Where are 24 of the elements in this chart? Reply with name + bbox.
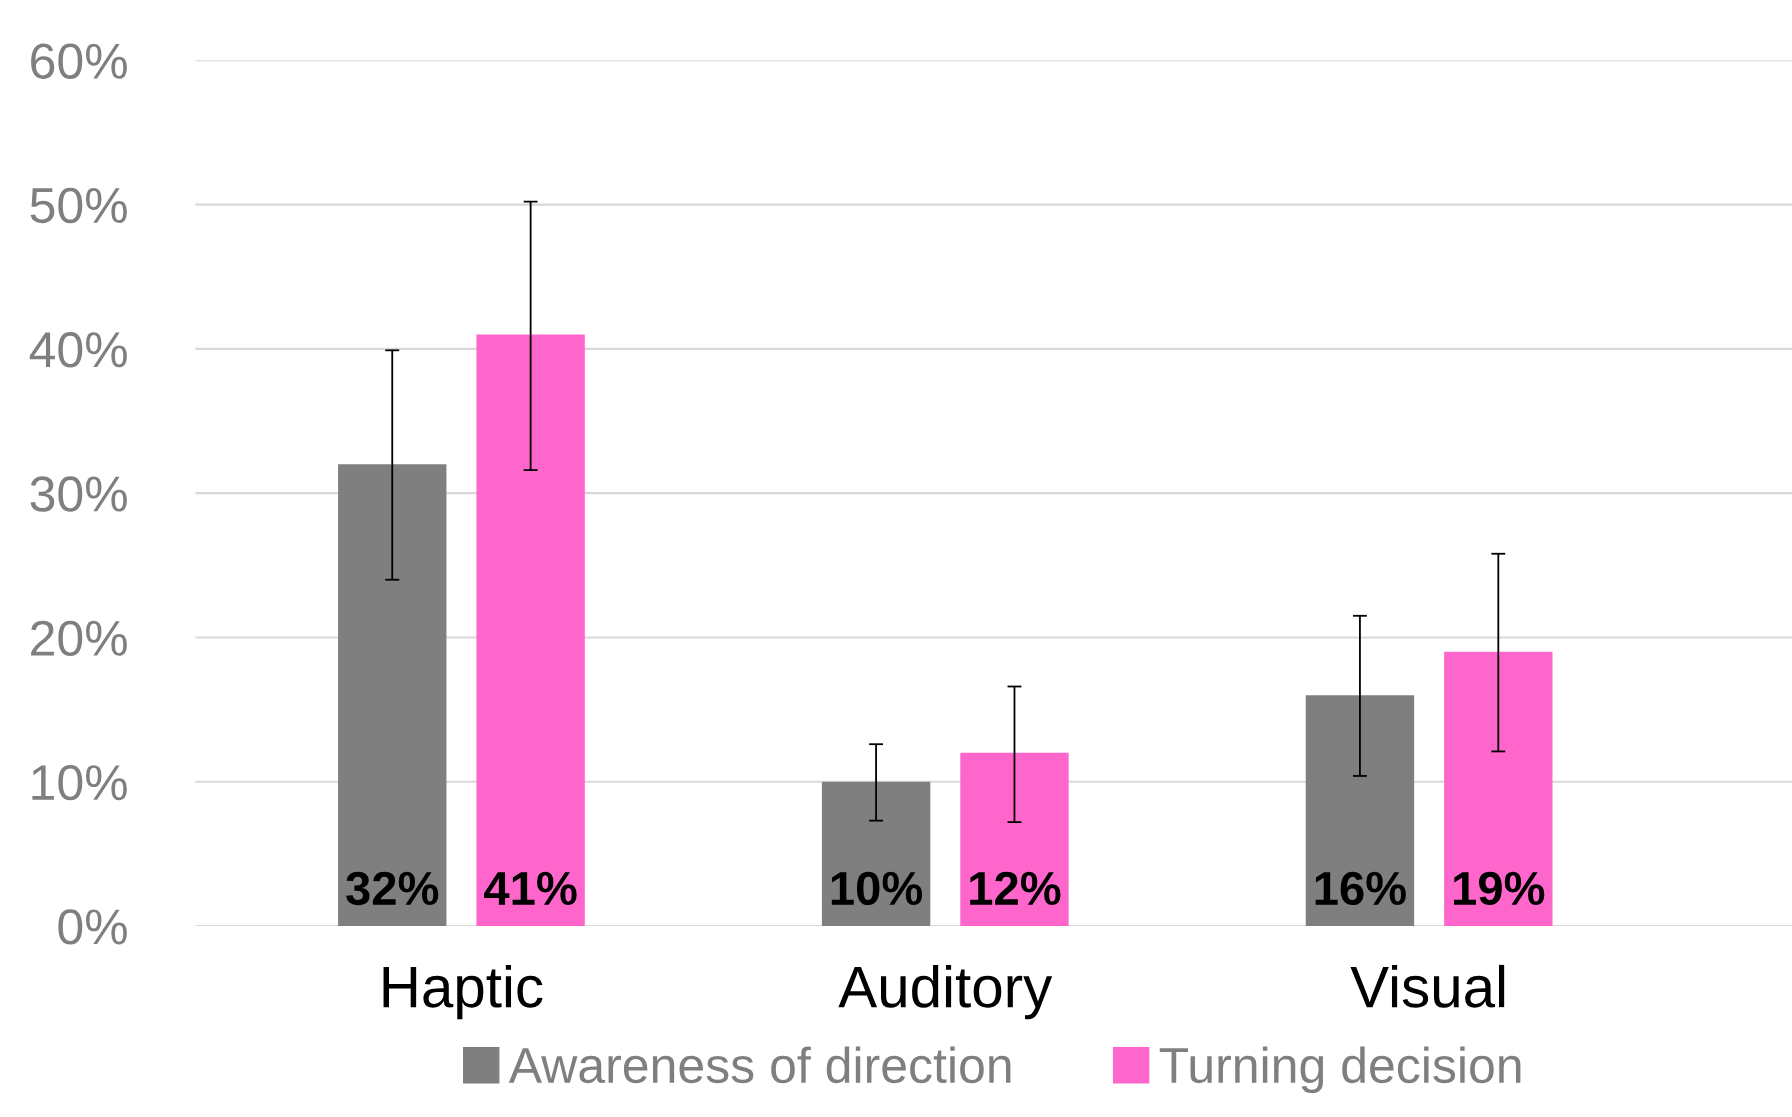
y-tick-label: 0%	[58, 909, 127, 945]
y-tick-label: 30%	[30, 476, 127, 512]
data-label: 12%	[970, 871, 1061, 906]
data-label: 16%	[1315, 871, 1406, 906]
y-tick-label: 20%	[31, 620, 127, 657]
legend-label: Turning decision	[1159, 1046, 1521, 1094]
y-tick-label: 40%	[29, 332, 127, 368]
bar	[1444, 651, 1553, 926]
data-label: 19%	[1454, 871, 1545, 906]
y-tick-label: 60%	[31, 43, 127, 79]
data-label: 32%	[346, 871, 439, 906]
bar	[821, 781, 931, 926]
x-tick-label: Visual	[1350, 964, 1505, 1008]
y-tick-label: 50%	[30, 187, 127, 224]
bar	[476, 334, 585, 926]
data-label: 41%	[484, 871, 577, 906]
x-tick-label: Auditory	[838, 964, 1053, 1020]
x-tick-label: Haptic	[383, 964, 543, 1020]
legend-label: Awareness of direction	[508, 1046, 1011, 1084]
bar	[338, 464, 447, 926]
bar	[960, 752, 1069, 926]
bar	[1305, 695, 1415, 926]
data-label: 10%	[831, 871, 923, 906]
y-tick-label: 10%	[32, 764, 127, 801]
